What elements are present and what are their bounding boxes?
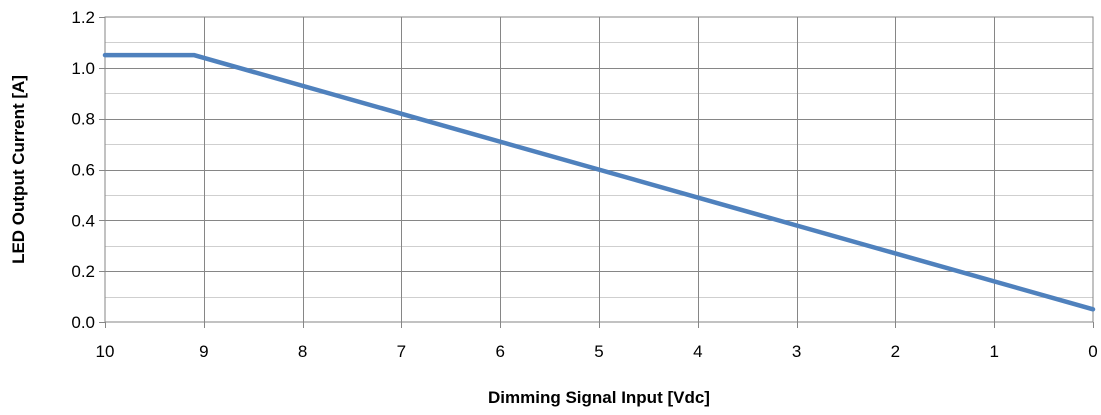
x-axis-tick-labels: 10 9 8 7 6 5 4 3 2 1 0 <box>96 322 1098 361</box>
x-axis-title: Dimming Signal Input [Vdc] <box>488 388 710 407</box>
y-tick-label: 0.2 <box>71 262 95 281</box>
x-tick-label: 0 <box>1088 342 1097 361</box>
x-tick-label: 2 <box>891 342 900 361</box>
x-tick-label: 8 <box>298 342 307 361</box>
y-tick-label: 1.2 <box>71 8 95 27</box>
x-tick-label: 6 <box>495 342 504 361</box>
x-tick-label: 5 <box>594 342 603 361</box>
x-tick-label: 7 <box>397 342 406 361</box>
y-tick-label: 0.0 <box>71 313 95 332</box>
x-tick-label: 10 <box>96 342 115 361</box>
y-tick-label: 0.8 <box>71 110 95 129</box>
y-tick-label: 0.4 <box>71 211 95 230</box>
x-tick-label: 9 <box>199 342 208 361</box>
series-line <box>102 52 1096 312</box>
y-tick-label: 0.6 <box>71 161 95 180</box>
y-axis-tick-labels: 0.0 0.2 0.4 0.6 0.8 1.0 1.2 <box>71 8 105 332</box>
x-tick-label: 1 <box>989 342 998 361</box>
y-tick-label: 1.0 <box>71 59 95 78</box>
x-tick-label: 4 <box>693 342 702 361</box>
series-layer <box>102 52 1096 312</box>
x-tick-label: 3 <box>792 342 801 361</box>
y-axis-title: LED Output Current [A] <box>9 75 28 264</box>
